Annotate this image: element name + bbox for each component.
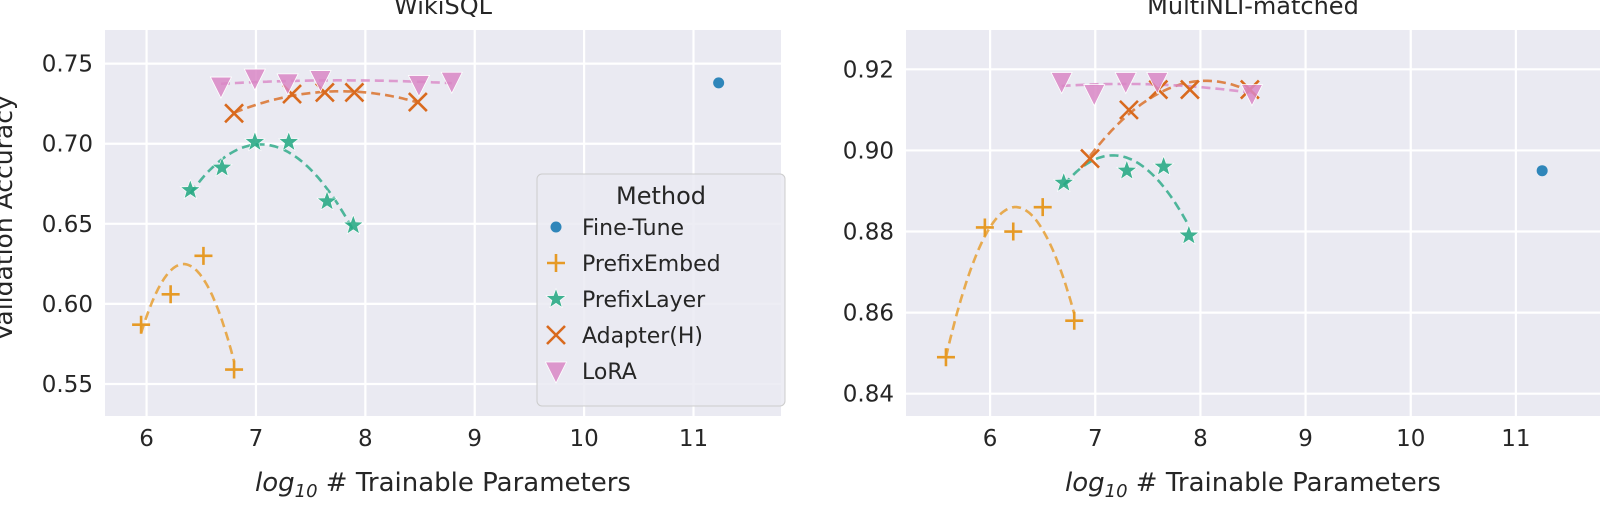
data-point-prefixembed — [975, 218, 994, 237]
x-tick-label: 8 — [358, 426, 373, 452]
data-point-prefixembed — [161, 285, 180, 304]
panel-title: MultiNLI-matched — [1147, 0, 1359, 20]
x-tick-label: 9 — [467, 426, 482, 452]
data-points — [132, 68, 725, 379]
data-point-adapter-h — [344, 82, 365, 103]
data-point-lora — [1050, 72, 1073, 95]
data-point-prefixlayer — [277, 130, 300, 152]
data-point-adapter-h — [407, 92, 428, 112]
data-point-prefixlayer — [1052, 171, 1075, 193]
data-point-adapter-h — [224, 103, 244, 124]
y-tick-label: 0.84 — [843, 382, 894, 408]
data-point-lora — [309, 70, 332, 93]
fit-curve-prefixlayer — [189, 143, 355, 232]
x-axis-label-rest: # Trainable Parameters — [1128, 468, 1441, 498]
data-point-prefixembed — [132, 315, 151, 334]
legend-marker-lora — [544, 361, 568, 384]
y-tick-label: 0.55 — [42, 372, 93, 398]
x-tick-labels: 6 7 8 9 10 11 — [139, 426, 708, 452]
legend-marker-prefixlayer — [545, 287, 567, 309]
data-point-lora — [1114, 72, 1137, 95]
legend-items: Fine-Tune PrefixEmbed PrefixLayer Adapter(H… — [544, 216, 721, 385]
data-points — [936, 72, 1548, 367]
data-point-prefixlayer — [342, 214, 365, 235]
data-point-lora — [1240, 84, 1264, 107]
legend-marker-prefixembed — [547, 254, 565, 272]
data-point-prefixembed — [1033, 198, 1052, 217]
y-tick-label: 0.70 — [42, 132, 93, 158]
data-point-prefixembed — [1004, 222, 1023, 241]
legend-title: Method — [616, 182, 706, 210]
x-tick-label: 9 — [1298, 426, 1313, 452]
fit-curve-prefixembed — [139, 262, 236, 362]
data-point-lora — [276, 73, 299, 96]
data-point-prefixembed — [194, 246, 213, 265]
legend-label-prefixembed: PrefixEmbed — [582, 252, 721, 277]
legend-marker-adapter-h — [546, 325, 566, 345]
data-point-prefixlayer — [1115, 159, 1138, 180]
legend: Method Fine-Tune PrefixEmbed PrefixLayer Ad… — [536, 173, 786, 407]
fit-curve-adapter-h — [1088, 79, 1251, 157]
data-point-lora — [1083, 84, 1106, 107]
fit-curve-prefixembed — [944, 205, 1076, 358]
legend-label-prefixlayer: PrefixLayer — [582, 288, 706, 313]
data-point-adapter-h — [1119, 99, 1139, 120]
data-point-lora — [243, 68, 267, 91]
x-tick-label: 11 — [679, 426, 708, 452]
data-point-lora — [209, 76, 233, 99]
data-point-prefixlayer — [179, 178, 202, 200]
x-tick-label: 6 — [139, 426, 154, 452]
x-axis-label-rest: # Trainable Parameters — [318, 468, 631, 498]
x-tick-label: 8 — [1193, 426, 1208, 452]
y-tick-label: 0.65 — [42, 212, 93, 238]
data-point-prefixlayer — [211, 156, 233, 177]
data-point-adapter-h — [1179, 79, 1200, 100]
x-axis-label: log10 # Trainable Parameters — [1065, 468, 1441, 502]
fit-curve-lora — [220, 79, 452, 86]
data-point-fine-tune — [1536, 165, 1548, 177]
y-tick-label: 0.75 — [42, 52, 93, 78]
legend-label-fine-tune: Fine-Tune — [582, 216, 684, 241]
data-point-lora — [407, 75, 431, 98]
x-tick-label: 6 — [983, 426, 998, 452]
legend-marker-fine-tune — [550, 221, 562, 233]
data-point-lora — [440, 71, 463, 95]
panel-multinli: MultiNLI-matched 0.84 0.86 0.88 0.90 0.92 6 7… — [843, 0, 1600, 502]
y-tick-label: 0.86 — [843, 301, 894, 327]
data-point-prefixembed — [1065, 311, 1084, 330]
legend-label-lora: LoRA — [582, 360, 637, 385]
x-tick-labels: 6 7 8 9 10 11 — [983, 426, 1531, 452]
data-point-prefixembed — [225, 360, 244, 379]
y-tick-label: 0.90 — [843, 138, 894, 164]
panel-title: WikiSQL — [394, 0, 493, 20]
data-point-prefixlayer — [244, 130, 266, 152]
data-point-prefixlayer — [1152, 155, 1175, 176]
shared-y-axis-label: Validation Accuracy — [0, 95, 18, 341]
x-tick-label: 7 — [249, 426, 264, 452]
x-tick-label: 10 — [569, 426, 598, 452]
x-tick-label: 10 — [1396, 426, 1425, 452]
legend-box — [536, 173, 786, 407]
data-point-prefixembed — [936, 348, 955, 367]
y-tick-label: 0.92 — [843, 57, 894, 83]
data-point-prefixlayer — [316, 189, 338, 211]
y-tick-label: 0.88 — [843, 220, 894, 246]
data-point-fine-tune — [713, 77, 725, 89]
fit-curve-adapter-h — [233, 90, 419, 115]
data-point-lora — [1146, 72, 1169, 95]
y-tick-labels: 0.84 0.86 0.88 0.90 0.92 — [843, 57, 894, 407]
legend-label-adapter-h: Adapter(H) — [582, 324, 703, 349]
x-tick-label: 11 — [1501, 426, 1530, 452]
data-point-prefixlayer — [1178, 224, 1200, 245]
data-point-adapter-h — [1080, 148, 1100, 169]
y-tick-labels: 0.55 0.60 0.65 0.70 0.75 — [42, 52, 93, 398]
y-tick-label: 0.60 — [42, 292, 93, 318]
fit-curves — [139, 79, 452, 362]
x-tick-label: 7 — [1088, 426, 1103, 452]
x-axis-label: log10 # Trainable Parameters — [255, 468, 631, 502]
